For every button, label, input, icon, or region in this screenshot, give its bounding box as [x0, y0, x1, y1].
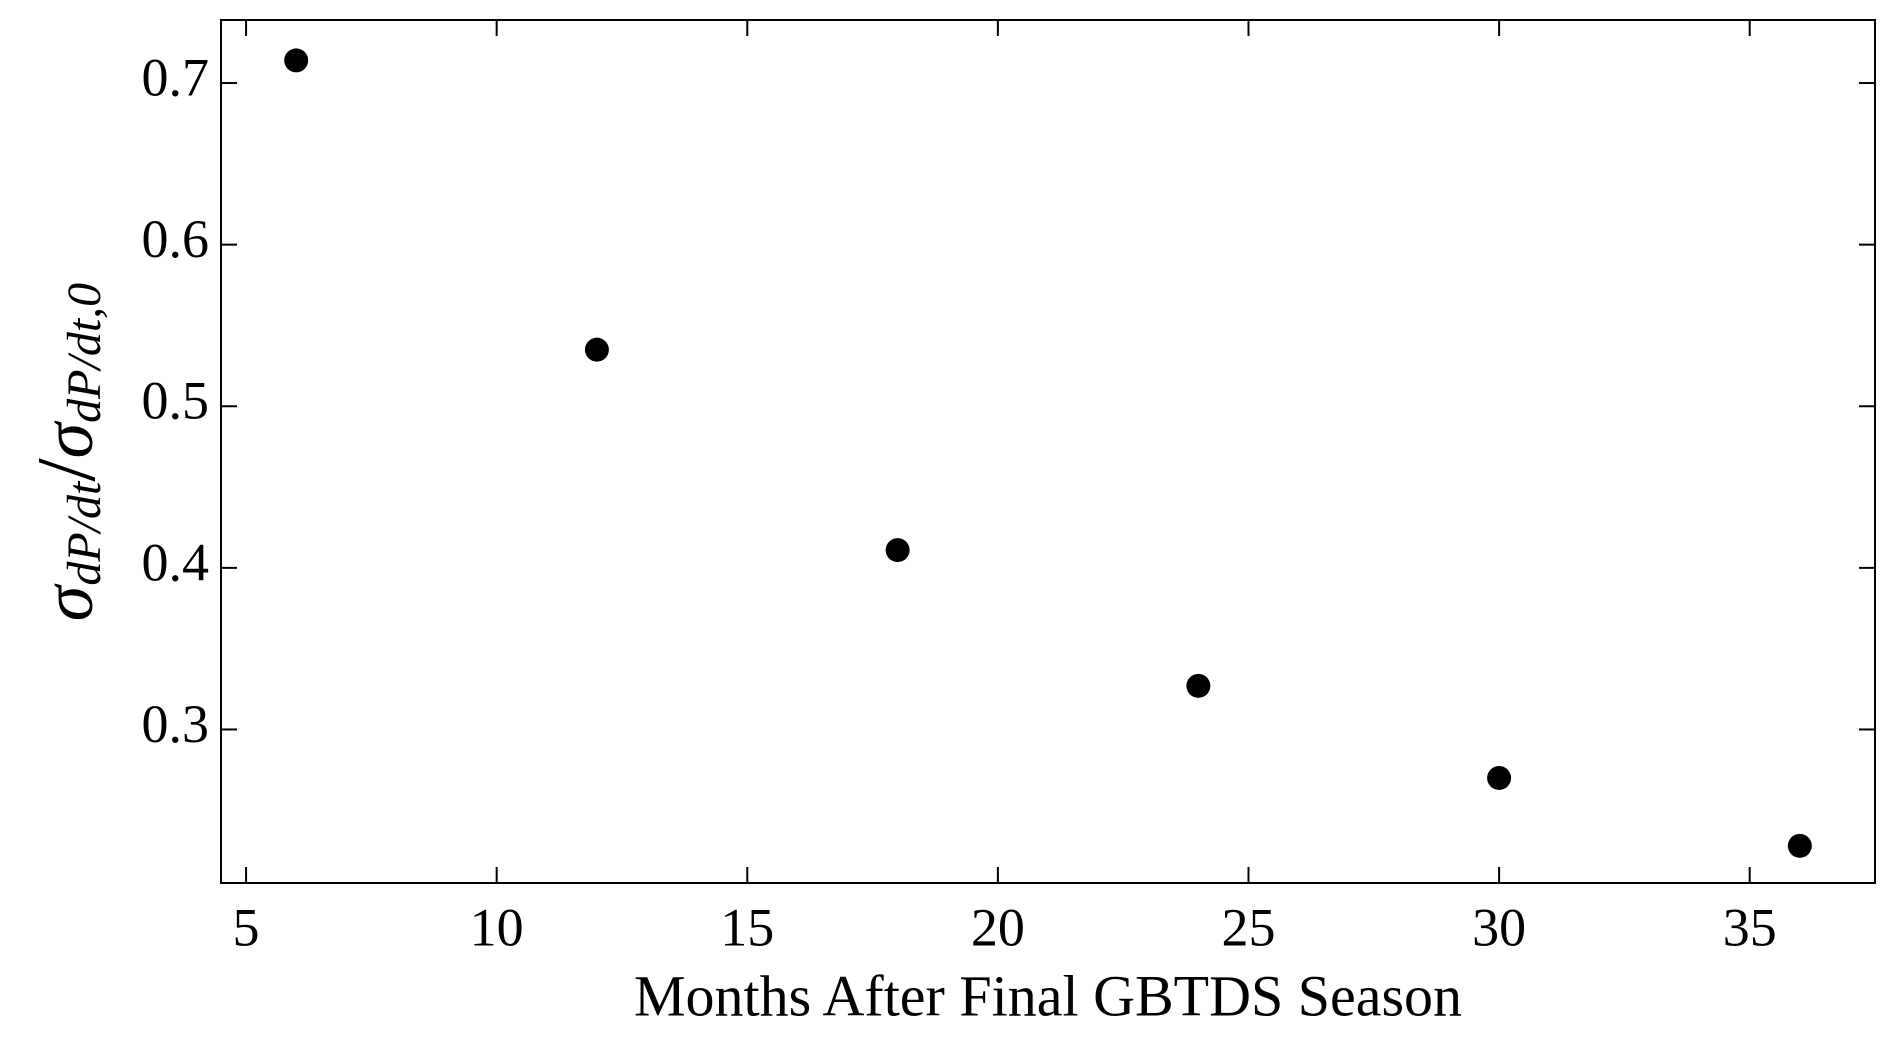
- y-tick-label: 0.6: [142, 209, 210, 269]
- data-point: [1186, 673, 1211, 698]
- x-tick-label: 35: [1723, 897, 1777, 957]
- y-tick-label: 0.7: [142, 47, 210, 107]
- data-point: [584, 337, 609, 362]
- data-point: [1787, 833, 1812, 858]
- x-tick-label: 10: [470, 897, 524, 957]
- x-tick-label: 5: [233, 897, 260, 957]
- x-tick-label: 20: [971, 897, 1025, 957]
- data-point: [284, 48, 309, 73]
- y-label-part: σ: [28, 420, 108, 458]
- y-label-part: σ: [28, 583, 108, 621]
- y-tick-label: 0.5: [142, 371, 210, 431]
- x-tick-label: 30: [1472, 897, 1526, 957]
- data-point: [885, 538, 910, 563]
- y-label-part: dP/dt: [58, 480, 111, 586]
- y-label-part: /: [20, 458, 113, 482]
- plot-frame: [220, 19, 1876, 884]
- y-tick-label: 0.3: [142, 694, 210, 754]
- data-point: [1487, 765, 1512, 790]
- x-tick-label: 15: [720, 897, 774, 957]
- y-tick-label: 0.4: [142, 532, 210, 592]
- x-tick-label: 25: [1221, 897, 1275, 957]
- y-axis-label: σdP/dt/σdP/dt,0: [20, 283, 113, 621]
- y-label-part: dP/dt,0: [58, 283, 111, 423]
- x-axis-label: Months After Final GBTDS Season: [634, 963, 1462, 1028]
